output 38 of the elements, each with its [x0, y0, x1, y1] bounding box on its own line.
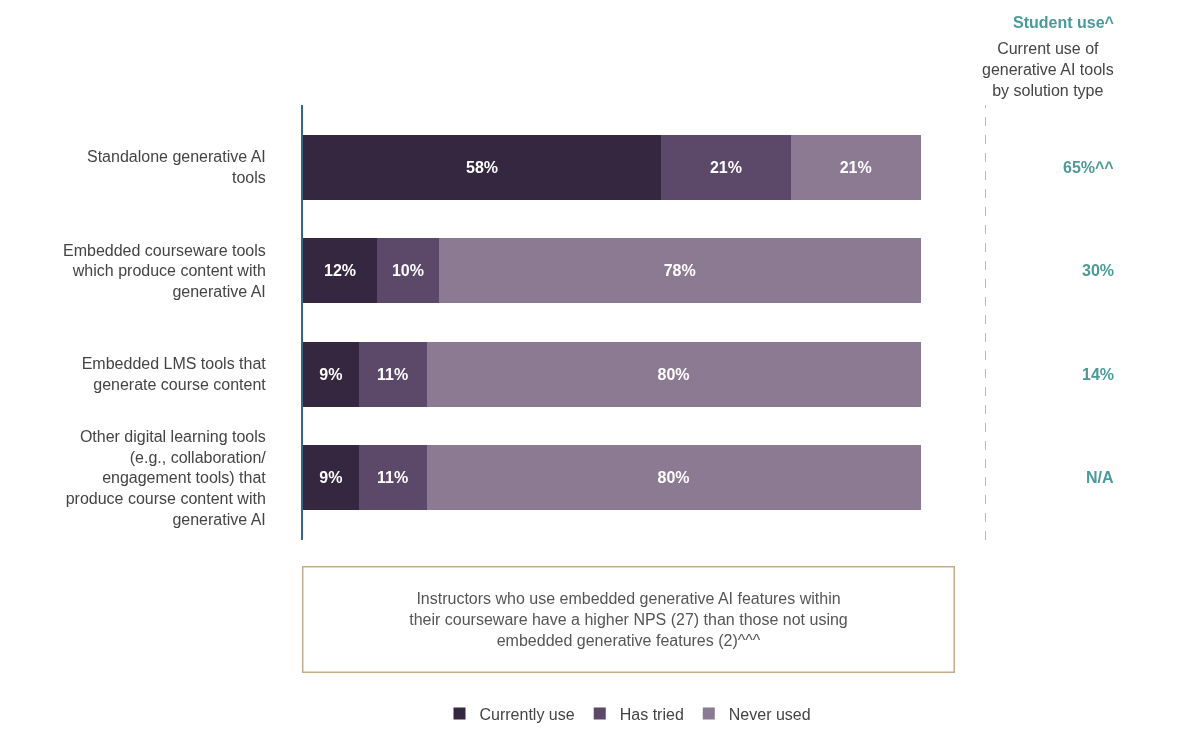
- data-label: 12%: [324, 262, 357, 280]
- data-label: 21%: [709, 158, 743, 176]
- bar: [303, 445, 359, 511]
- text: 65%^^: [1063, 159, 1114, 176]
- bar: [426, 341, 921, 407]
- y-tick-label: Standalone generative AI tools: [86, 148, 266, 187]
- bar: [303, 238, 378, 304]
- bar: [377, 238, 439, 304]
- bar: [426, 445, 921, 511]
- text: Student use^: [1013, 14, 1114, 31]
- text: Current use of generative AI tools by solution type: [982, 40, 1114, 99]
- text: Instructors who use embedded generative AI features within their courseware have a higher NPS (27) than those not using embedded generative features (2)^^^: [409, 590, 848, 649]
- data-label: 9%: [319, 469, 343, 487]
- data-label: 21%: [839, 158, 872, 176]
- bar: [303, 341, 359, 407]
- bar: [661, 134, 791, 200]
- legend-label: Has tried: [619, 705, 684, 723]
- data-label: 9%: [319, 365, 343, 383]
- y-tick-label: Other digital learning tools (e.g., collaboration/ engagement tools) that produce course content with generative AI: [65, 427, 267, 529]
- legend-label: Never used: [728, 705, 811, 723]
- bar: [790, 134, 921, 200]
- data-label: 58%: [466, 158, 499, 176]
- text: 30%: [1082, 262, 1115, 279]
- bar: [358, 341, 427, 407]
- text: 14%: [1082, 366, 1115, 383]
- legend-label: Currently use: [479, 705, 575, 723]
- bar: [438, 238, 921, 304]
- text: N/A: [1086, 469, 1114, 486]
- bar: [358, 445, 427, 511]
- y-tick-label: Embedded courseware tools which produce content with generative AI: [63, 241, 266, 301]
- data-label: 78%: [663, 262, 696, 280]
- data-label: 80%: [657, 365, 690, 383]
- bar: [303, 134, 662, 200]
- y-tick-label: Embedded LMS tools that generate course content: [81, 355, 267, 394]
- data-label: 10%: [391, 262, 424, 280]
- data-label: 11%: [376, 365, 409, 383]
- data-label: 11%: [376, 469, 409, 487]
- data-label: 80%: [657, 469, 690, 487]
